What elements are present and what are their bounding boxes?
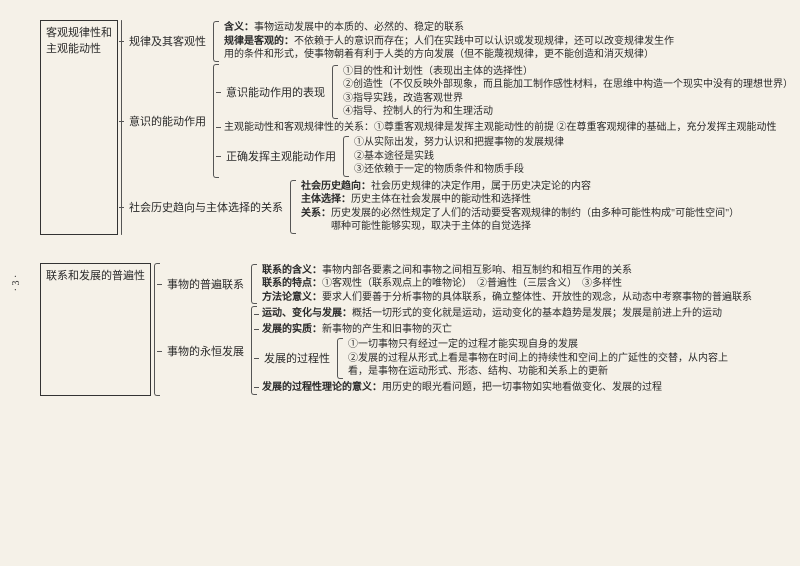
- leaf-text: 主体选择：历史主体在社会发展中的能动性和选择性: [299, 193, 741, 207]
- diagram-root: 客观规律性和主观能动性规律及其客观性含义：事物运动发展中的本质的、必然的、稳定的…: [40, 20, 790, 396]
- leaf-text: ②发展的过程从形式上看是事物在时间上的持续性和空间上的广延性的交替，从内容上: [346, 352, 730, 366]
- leaf-text: 规律是客观的：不依赖于人的意识而存在；人们在实践中可以认识或发现规律，还可以改变…: [222, 35, 676, 49]
- leaf-text: 主观能动性和客观规律性的关系：①尊重客观规律是发挥主观能动性的前提 ②在尊重客观…: [222, 121, 779, 135]
- leaf-text: 哪种可能性能够实现，取决于主体的自觉选择: [299, 220, 741, 234]
- branch-label: 意识的能动作用: [125, 111, 210, 131]
- leaf-text: 含义：事物运动发展中的本质的、必然的、稳定的联系: [222, 21, 676, 35]
- leaf-text: 用的条件和形式，使事物朝着有利于人类的方向发展（但不能蔑视规律，更不能创造和消灭…: [222, 48, 676, 62]
- branch-label: 社会历史趋向与主体选择的关系: [125, 197, 287, 217]
- leaf-text: ④指导、控制人的行为和生理活动: [341, 105, 795, 119]
- leaf-text: 方法论意义：要求人们要善于分析事物的具体联系，确立整体性、开放性的观念，从动态中…: [260, 291, 754, 305]
- leaf-text: 联系的特点：①客观性（联系观点上的唯物论） ②普遍性（三层含义） ③多样性: [260, 277, 754, 291]
- leaf-text: 发展的过程性理论的意义：用历史的眼光看问题，把一切事物如实地看做变化、发展的过程: [260, 381, 664, 395]
- branch-label: 事物的永恒发展: [163, 341, 248, 361]
- branch-label: 规律及其客观性: [125, 31, 210, 51]
- leaf-text: 发展的实质：新事物的产生和旧事物的灭亡: [260, 323, 454, 337]
- section-title: 联系和发展的普遍性: [40, 263, 151, 397]
- section-title: 客观规律性和主观能动性: [40, 20, 118, 235]
- leaf-text: ①目的性和计划性（表现出主体的选择性）: [341, 65, 795, 79]
- leaf-text: ②基本途径是实践: [352, 150, 566, 164]
- sub-label: 意识能动作用的表现: [222, 82, 329, 102]
- sub-label: 正确发挥主观能动作用: [222, 146, 340, 166]
- leaf-text: ③还依赖于一定的物质条件和物质手段: [352, 163, 566, 177]
- leaf-text: 看，是事物在运动形式、形态、结构、功能和关系上的更新: [346, 365, 730, 379]
- sub-label: 发展的过程性: [260, 348, 334, 368]
- branch-label: 事物的普遍联系: [163, 274, 248, 294]
- leaf-text: 关系：历史发展的必然性规定了人们的活动要受客观规律的制约（由多种可能性构成"可能…: [299, 207, 741, 221]
- leaf-text: 联系的含义：事物内部各要素之间和事物之间相互影响、相互制约和相互作用的关系: [260, 264, 754, 278]
- leaf-text: 运动、变化与发展：概括一切形式的变化就是运动，运动变化的基本趋势是发展；发展是前…: [260, 307, 724, 321]
- leaf-text: ①从实际出发，努力认识和把握事物的发展规律: [352, 136, 566, 150]
- page-number: · 3 ·: [11, 275, 22, 292]
- leaf-text: 社会历史趋向：社会历史规律的决定作用，属于历史决定论的内容: [299, 180, 741, 194]
- leaf-text: ①一切事物只有经过一定的过程才能实现自身的发展: [346, 338, 730, 352]
- leaf-text: ②创造性（不仅反映外部现象，而且能加工制作感性材料，在思维中构造一个现实中没有的…: [341, 78, 795, 92]
- leaf-text: ③指导实践，改造客观世界: [341, 92, 795, 106]
